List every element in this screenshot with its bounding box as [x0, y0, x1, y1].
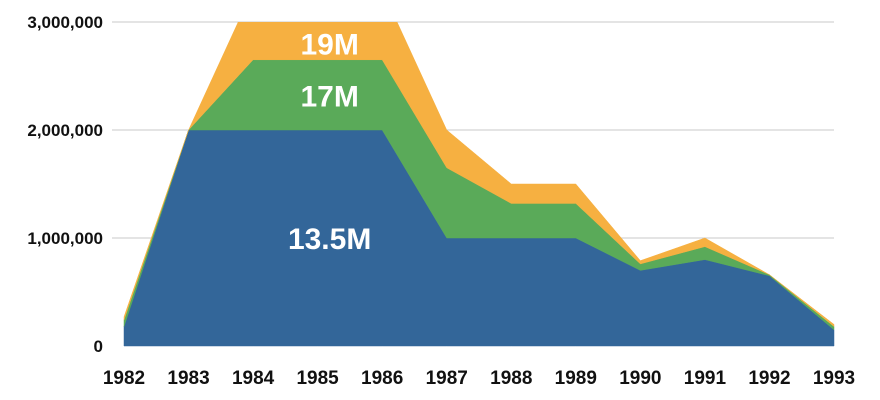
- x-tick-label-1993: 1993: [813, 368, 855, 389]
- x-tick-label-1986: 1986: [361, 368, 403, 389]
- x-tick-label-1985: 1985: [296, 368, 339, 389]
- y-axis-ticks: 0 1,000,000 2,000,000 3,000,000: [27, 13, 103, 356]
- area-label-2: 19M: [300, 29, 358, 62]
- x-tick-label-1983: 1983: [167, 368, 209, 389]
- area-series-2: [123, 22, 835, 327]
- y-tick-label-3000000: 3,000,000: [27, 13, 103, 32]
- area-label-1: 17M: [300, 80, 358, 113]
- x-tick-label-1987: 1987: [426, 368, 468, 389]
- x-axis-ticks: 1982 1983 1984 1985 1986 1987 1988 1989 1990 1991…: [103, 368, 855, 389]
- x-tick-label-1984: 1984: [232, 368, 275, 389]
- x-tick-label-1990: 1990: [619, 368, 661, 389]
- y-tick-label-2000000: 2,000,000: [27, 121, 103, 140]
- y-tick-label-1000000: 1,000,000: [27, 229, 103, 248]
- x-tick-label-1991: 1991: [684, 368, 727, 389]
- x-tick-label-1989: 1989: [555, 368, 597, 389]
- area-label-0: 13.5M: [288, 223, 371, 256]
- area-labels: 13.5M 17M 19M: [288, 29, 371, 256]
- x-tick-label-1988: 1988: [490, 368, 532, 389]
- area-series: [123, 22, 835, 347]
- y-tick-label-0: 0: [94, 337, 103, 356]
- x-tick-label-1992: 1992: [748, 368, 790, 389]
- x-tick-label-1982: 1982: [103, 368, 145, 389]
